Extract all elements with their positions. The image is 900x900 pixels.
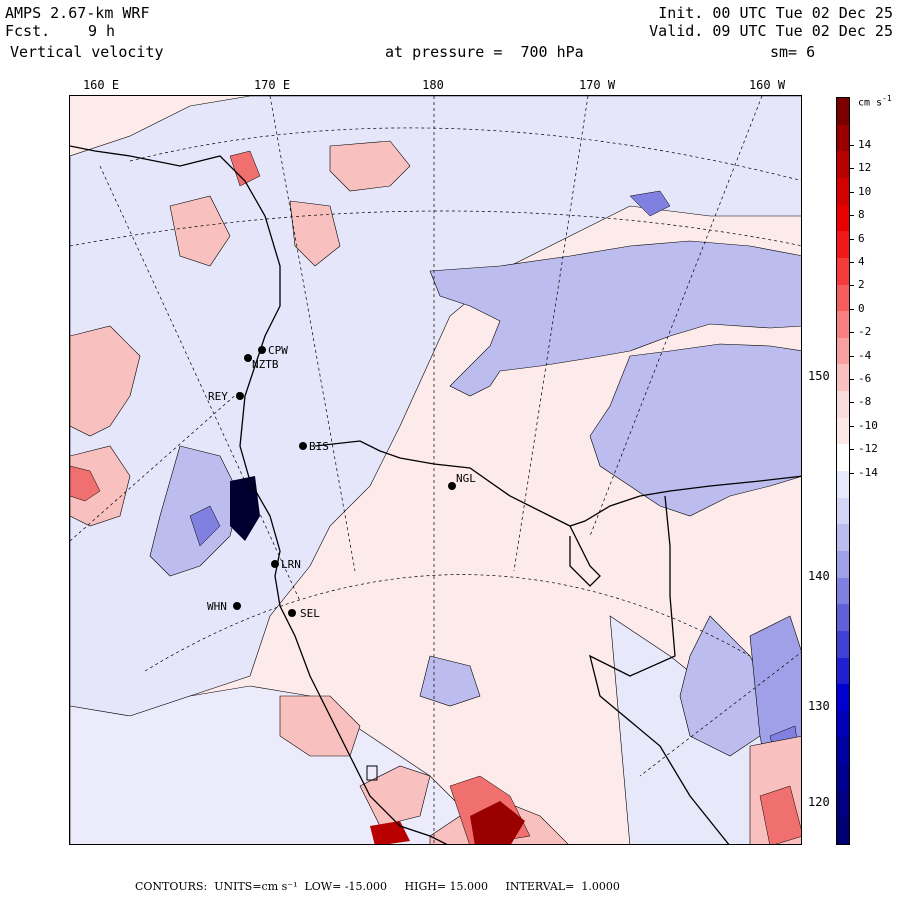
pressure-level: at pressure = 700 hPa bbox=[385, 43, 584, 61]
station-bis-label: BIS bbox=[309, 440, 329, 453]
colorbar-segment bbox=[837, 497, 849, 525]
colorbar-segment bbox=[837, 284, 849, 312]
colorbar-tick-label: 6 bbox=[858, 231, 865, 245]
colorbar-segment bbox=[837, 98, 849, 126]
colorbar-segment bbox=[837, 444, 849, 472]
colorbar-segment bbox=[837, 231, 849, 259]
colorbar-tick bbox=[850, 215, 854, 217]
init-time: Init. 00 UTC Tue 02 Dec 25 bbox=[658, 4, 893, 22]
colorbar-segment bbox=[837, 657, 849, 685]
colorbar-segment bbox=[837, 737, 849, 765]
colorbar-tick-label: -4 bbox=[858, 348, 872, 362]
colorbar-tick-label: -10 bbox=[858, 418, 878, 432]
forecast-hour: 9 h bbox=[88, 22, 116, 40]
field-name: Vertical velocity bbox=[10, 43, 164, 61]
contour-info: CONTOURS: UNITS=cm s⁻¹ LOW= -15.000 HIGH… bbox=[135, 880, 620, 893]
graticule bbox=[70, 96, 801, 844]
station-whn[interactable]: WHN bbox=[207, 600, 241, 613]
colorbar-tick-label: 14 bbox=[858, 138, 872, 151]
domain-box-marker bbox=[366, 765, 378, 781]
colorbar-tick bbox=[850, 449, 854, 451]
colorbar-tick bbox=[850, 402, 854, 404]
colorbar-segment bbox=[837, 391, 849, 419]
station-ngl[interactable]: NGL bbox=[448, 472, 476, 490]
station-cpw[interactable]: CPW bbox=[258, 344, 288, 357]
colorbar-segment bbox=[837, 764, 849, 792]
colorbar-tick-label: 0 bbox=[858, 301, 865, 315]
colorbar-segment bbox=[837, 790, 849, 818]
colorbar-tick bbox=[850, 379, 854, 380]
station-ngl-label: NGL bbox=[456, 472, 476, 485]
model-title: AMPS 2.67-km WRF bbox=[5, 4, 150, 22]
colorbar-segment bbox=[837, 604, 849, 632]
colorbar-tick bbox=[850, 355, 854, 357]
colorbar-tick-label: 4 bbox=[858, 255, 865, 268]
colorbar-segment bbox=[837, 257, 849, 285]
station-rey[interactable]: REY bbox=[208, 390, 244, 403]
colorbar-segment bbox=[837, 364, 849, 392]
colorbar-segment bbox=[837, 204, 849, 232]
forecast-label: Fcst. bbox=[5, 22, 51, 40]
station-rey-label: REY bbox=[208, 390, 228, 403]
colorbar-segment bbox=[837, 311, 849, 339]
station-cpw-label: CPW bbox=[268, 344, 288, 357]
lon-label-160e: 160 E bbox=[82, 78, 120, 92]
colorbar-tick bbox=[850, 238, 854, 240]
lon-label-180: 180 bbox=[422, 78, 444, 92]
colorbar-segment bbox=[837, 684, 849, 712]
colorbar-segment bbox=[837, 550, 849, 579]
colorbar-segment bbox=[837, 151, 849, 179]
coastline bbox=[70, 145, 801, 844]
colorbar-tick bbox=[850, 168, 854, 170]
colorbar-segment bbox=[837, 337, 849, 365]
positive-velocity-regions bbox=[70, 140, 801, 844]
colorbar-tick-label: -2 bbox=[858, 325, 872, 339]
station-lrn[interactable]: LRN bbox=[271, 558, 301, 571]
valid-time: Valid. 09 UTC Tue 02 Dec 25 bbox=[649, 22, 893, 40]
lon-label-170w: 170 W bbox=[578, 78, 616, 92]
colorbar-tick-label: 10 bbox=[858, 184, 872, 198]
colorbar-segment bbox=[837, 471, 849, 499]
colorbar-units: cm s-1 bbox=[858, 94, 892, 109]
station-sel-label: SEL bbox=[300, 607, 320, 620]
colorbar-tick-label: -6 bbox=[858, 372, 872, 385]
colorbar-tick bbox=[850, 262, 854, 263]
colorbar-tick-label: 2 bbox=[858, 278, 865, 292]
smoothing-label: sm= 6 bbox=[770, 43, 816, 61]
colorbar-tick-label: -8 bbox=[858, 395, 872, 409]
colorbar-tick bbox=[850, 425, 854, 427]
station-lrn-label: LRN bbox=[281, 558, 301, 571]
lon-label-160w: 160 W bbox=[748, 78, 786, 92]
colorbar-tick-label: -14 bbox=[858, 465, 878, 479]
colorbar-segment bbox=[837, 417, 849, 445]
station-bis[interactable]: BIS bbox=[299, 440, 329, 453]
vertical-velocity-map: CPW NZTB REY BIS NGL LRN bbox=[69, 95, 802, 845]
station-nztb[interactable]: NZTB bbox=[244, 354, 279, 371]
colorbar bbox=[836, 97, 850, 845]
colorbar-tick bbox=[850, 145, 854, 146]
colorbar-segment bbox=[837, 177, 849, 206]
lon-label-170e: 170 E bbox=[253, 78, 291, 92]
colorbar-tick bbox=[850, 308, 854, 310]
colorbar-segment bbox=[837, 710, 849, 738]
colorbar-tick bbox=[850, 472, 854, 474]
station-nztb-label: NZTB bbox=[252, 358, 279, 371]
map-canvas: CPW NZTB REY BIS NGL LRN bbox=[70, 96, 801, 844]
station-sel[interactable]: SEL bbox=[288, 607, 320, 620]
station-whn-label: WHN bbox=[207, 600, 227, 613]
colorbar-segment bbox=[837, 524, 849, 552]
colorbar-segment bbox=[837, 817, 849, 845]
colorbar-segment bbox=[837, 630, 849, 658]
station-markers: CPW NZTB REY BIS NGL LRN bbox=[207, 344, 476, 620]
colorbar-tick-label: -12 bbox=[858, 442, 878, 456]
colorbar-tick-label: 12 bbox=[858, 161, 872, 175]
colorbar-segment bbox=[837, 124, 849, 152]
colorbar-tick bbox=[850, 332, 854, 334]
colorbar-segment bbox=[837, 577, 849, 605]
extreme-velocity-cells bbox=[230, 476, 525, 844]
colorbar-tick-label: 8 bbox=[858, 208, 865, 222]
colorbar-tick bbox=[850, 191, 854, 193]
colorbar-tick bbox=[850, 285, 854, 287]
